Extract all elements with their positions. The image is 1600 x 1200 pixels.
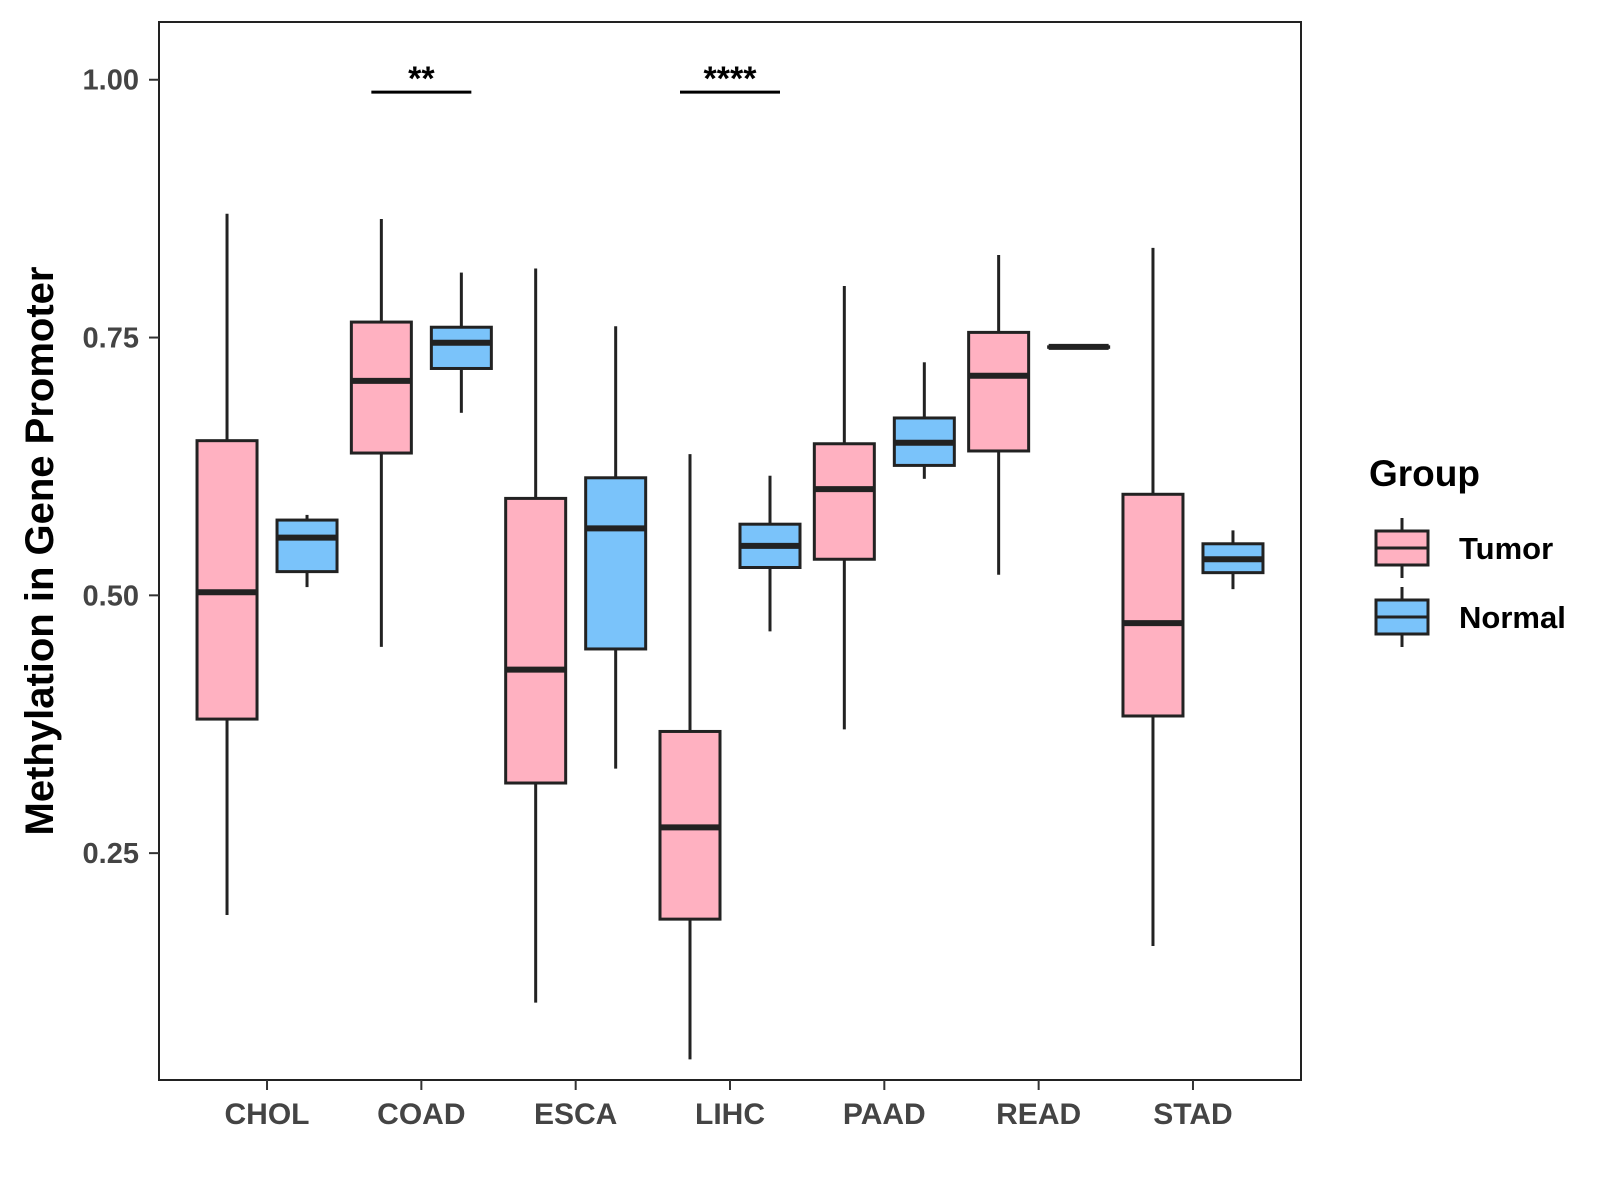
significance-annotations: ** **** [371, 60, 780, 98]
box-series [195, 213, 1265, 1060]
box-body [429, 325, 493, 370]
box-normal-stad [1201, 530, 1265, 590]
box-tumor-chol [195, 213, 259, 916]
legend-title: Group [1369, 453, 1480, 494]
legend-label-normal: Normal [1459, 600, 1566, 635]
box-normal-chol [275, 514, 339, 588]
y-axis-title: Methylation in Gene Promoter [18, 267, 62, 836]
y-axis: 0.25 0.50 0.75 1.00 [83, 65, 159, 870]
x-tick-label-esca: ESCA [534, 1098, 617, 1131]
box-tumor-paad [812, 285, 876, 730]
x-tick-label-lihc: LIHC [695, 1098, 765, 1131]
x-tick-label-coad: COAD [377, 1098, 465, 1131]
significance-lihc: **** [680, 60, 780, 98]
significance-label: ** [408, 60, 435, 98]
x-tick-label-read: READ [996, 1098, 1081, 1131]
box-normal-lihc [738, 475, 802, 632]
box-tumor-stad [1121, 247, 1185, 946]
y-tick-label: 0.50 [83, 580, 139, 612]
y-tick-label: 0.25 [83, 838, 139, 870]
y-tick-label: 1.00 [83, 65, 139, 97]
box-body [812, 442, 876, 561]
y-tick-label: 0.75 [83, 323, 139, 355]
x-tick-label-chol: CHOL [225, 1098, 310, 1131]
legend: Group Tumor Normal [1369, 453, 1566, 647]
box-normal-read [1047, 343, 1111, 350]
box-tumor-coad [349, 218, 413, 647]
box-tumor-esca [504, 268, 568, 1003]
x-tick-label-stad: STAD [1153, 1098, 1232, 1131]
legend-item-tumor: Tumor [1374, 518, 1553, 578]
box-tumor-lihc [658, 454, 722, 1060]
box-body [275, 518, 339, 574]
box-normal-paad [892, 362, 956, 479]
box-body [584, 476, 648, 651]
significance-label: **** [704, 60, 758, 98]
box-body [967, 330, 1031, 453]
box-body [195, 439, 259, 721]
box-normal-coad [429, 272, 493, 413]
box-tumor-read [967, 255, 1031, 575]
box-body [349, 320, 413, 455]
legend-label-tumor: Tumor [1459, 531, 1553, 566]
box-body [1121, 492, 1185, 718]
significance-coad: ** [371, 60, 472, 98]
box-body [504, 496, 568, 785]
box-normal-esca [584, 326, 648, 769]
x-tick-label-paad: PAAD [843, 1098, 926, 1131]
legend-item-normal: Normal [1374, 587, 1566, 647]
x-axis: CHOL COAD ESCA LIHC PAAD READ STAD [225, 1080, 1233, 1131]
